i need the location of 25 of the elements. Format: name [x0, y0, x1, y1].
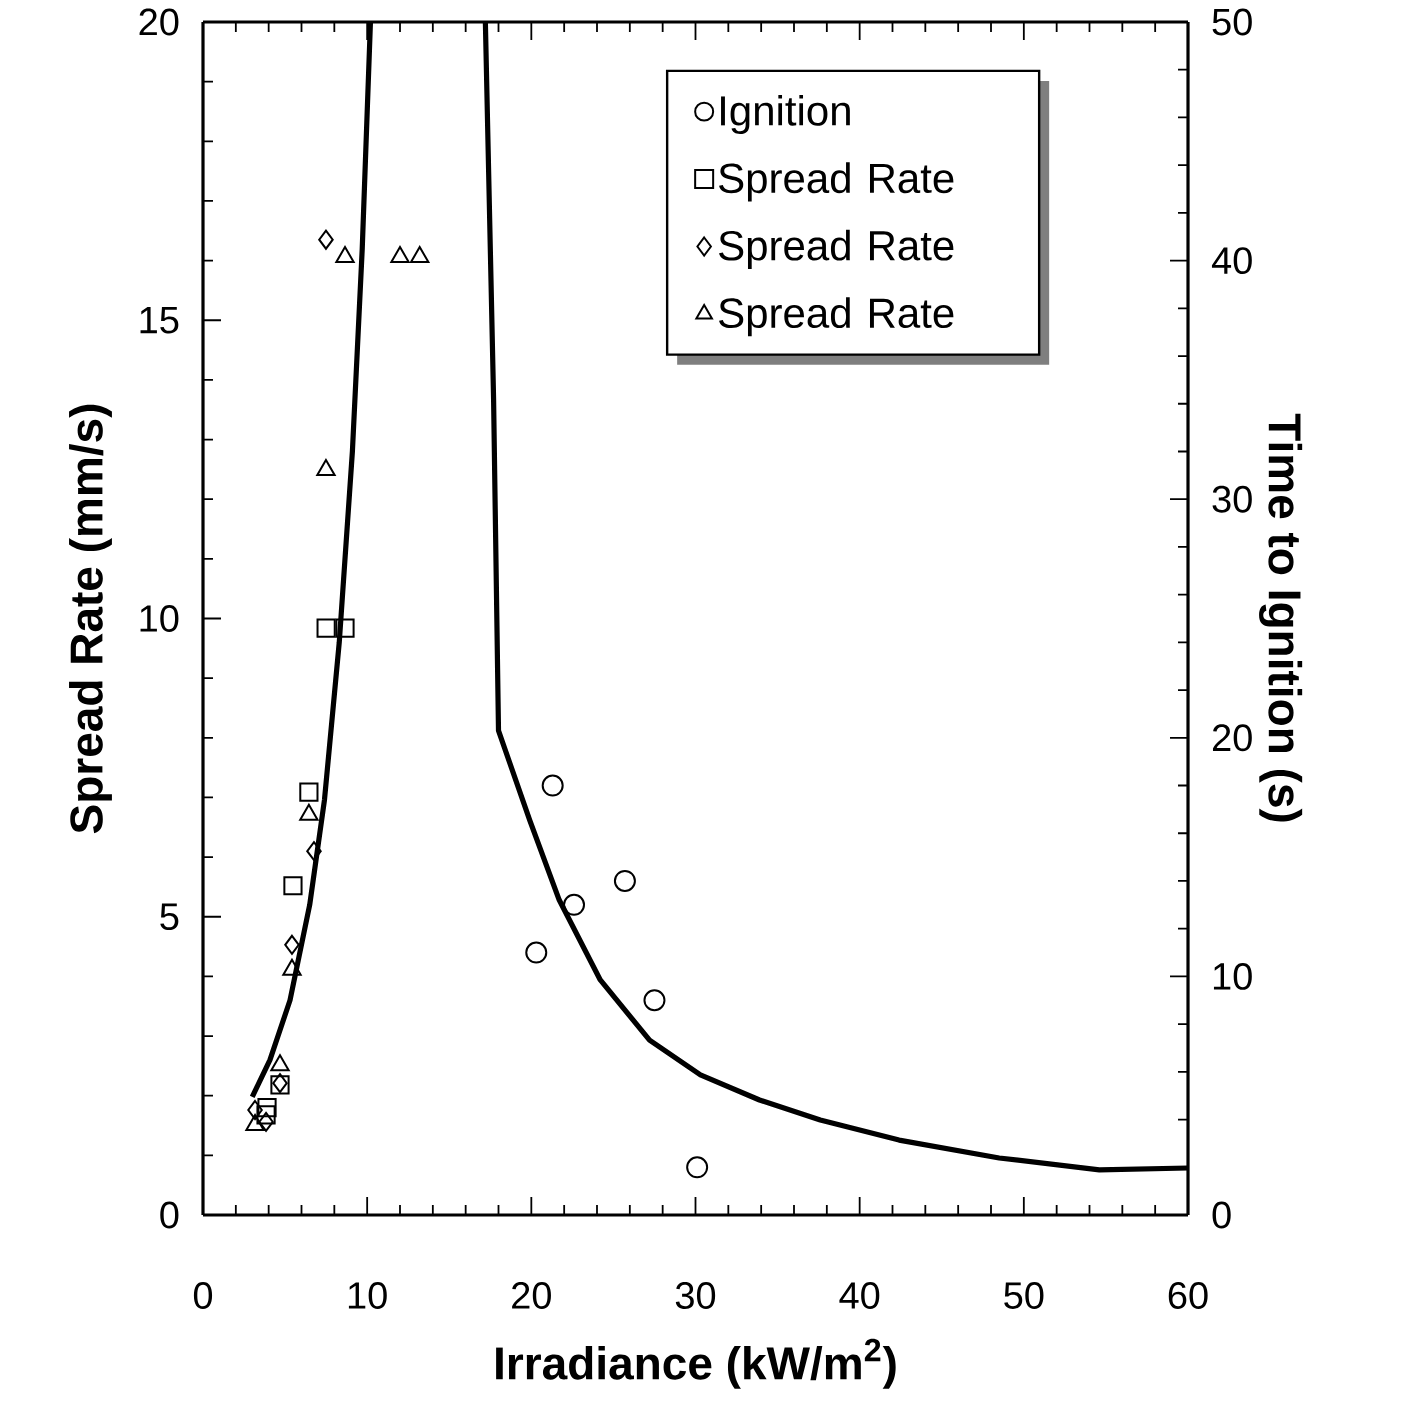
y2-tick-label: 20 — [1212, 724, 1252, 752]
y2-axis-title: Time to Ignition (s) — [1259, 413, 1303, 822]
x-tick-label: 60 — [1168, 1282, 1208, 1309]
y-tick-label: 5 — [160, 903, 179, 931]
x-tick-label: 20 — [512, 1282, 551, 1309]
y-tick-label: 15 — [140, 307, 179, 334]
y-axis-title: Spread Rate (mm/s) — [69, 404, 112, 834]
x-tick-label: 40 — [839, 1282, 880, 1309]
x-tick-label: 50 — [1004, 1282, 1044, 1309]
x-tick-label: 0 — [193, 1282, 213, 1309]
legend-label: Spread Rate — [719, 162, 954, 202]
x-tick-label: 30 — [675, 1282, 716, 1309]
y2-tick-label: 30 — [1212, 485, 1252, 513]
legend-label: Spread Rate — [719, 297, 954, 337]
x-axis-title: Irradiance (kW/m$^{2}$) — [496, 1338, 896, 1389]
y-tick-label: 10 — [140, 605, 179, 632]
legend-label: Ignition — [721, 94, 850, 135]
y2-tick-label: 40 — [1211, 247, 1252, 275]
legend-label: Spread Rate — [719, 229, 954, 269]
y2-tick-label: 0 — [1212, 1201, 1231, 1229]
y2-tick-label: 10 — [1213, 962, 1252, 990]
y-tick-label: 20 — [139, 8, 179, 36]
y-tick-label: 0 — [160, 1201, 179, 1229]
x-tick-label: 10 — [348, 1282, 387, 1309]
y2-tick-label: 50 — [1212, 8, 1252, 36]
